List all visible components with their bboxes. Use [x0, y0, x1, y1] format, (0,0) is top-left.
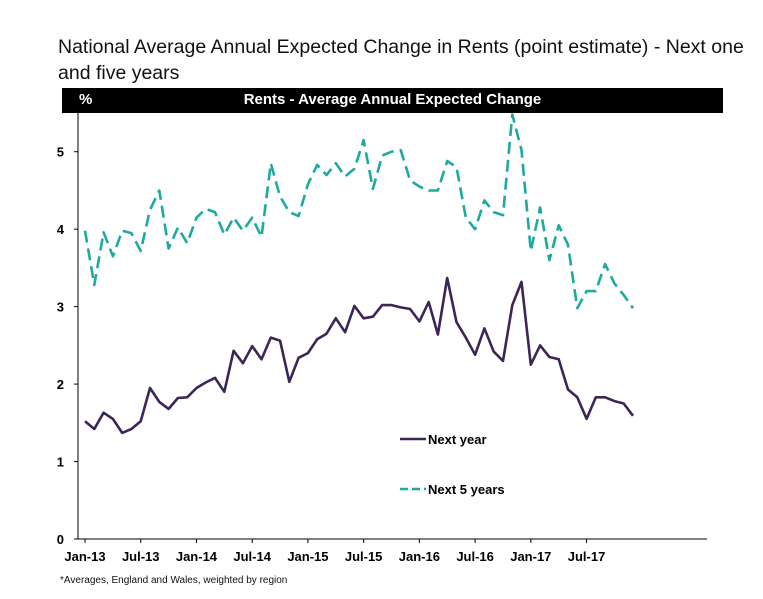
y-tick-label: 5: [57, 145, 64, 160]
x-tick-label: Jul-14: [233, 549, 271, 564]
footnote: *Averages, England and Wales, weighted b…: [60, 575, 288, 586]
x-tick-label: Jan-14: [176, 549, 218, 564]
x-tick-label: Jul-13: [122, 549, 160, 564]
chart-title: National Average Annual Expected Change …: [58, 36, 744, 84]
series-line-next-5-years: [83, 113, 635, 310]
chart-header-label: Rents - Average Annual Expected Change: [243, 91, 542, 108]
y-tick-label: 1: [57, 455, 64, 470]
y-unit-label: %: [79, 91, 93, 108]
x-tick-label: Jul-15: [345, 549, 383, 564]
chart-header-bar: % Rents - Average Annual Expected Change: [62, 88, 723, 113]
legend-label: Next 5 years: [428, 482, 505, 497]
x-tick-label: Jan-16: [399, 549, 440, 564]
y-tick-label: 4: [57, 222, 65, 237]
y-tick-label: 0: [57, 532, 64, 547]
x-tick-label: Jan-17: [510, 549, 551, 564]
x-tick-label: Jan-15: [287, 549, 328, 564]
y-tick-label: 2: [57, 377, 64, 392]
x-tick-label: Jul-16: [456, 549, 494, 564]
series-line-next-year: [84, 276, 635, 435]
legend-label: Next year: [428, 432, 487, 447]
x-tick-label: Jul-17: [568, 549, 606, 564]
y-tick-label: 3: [57, 300, 64, 315]
x-tick-label: Jan-13: [64, 549, 105, 564]
